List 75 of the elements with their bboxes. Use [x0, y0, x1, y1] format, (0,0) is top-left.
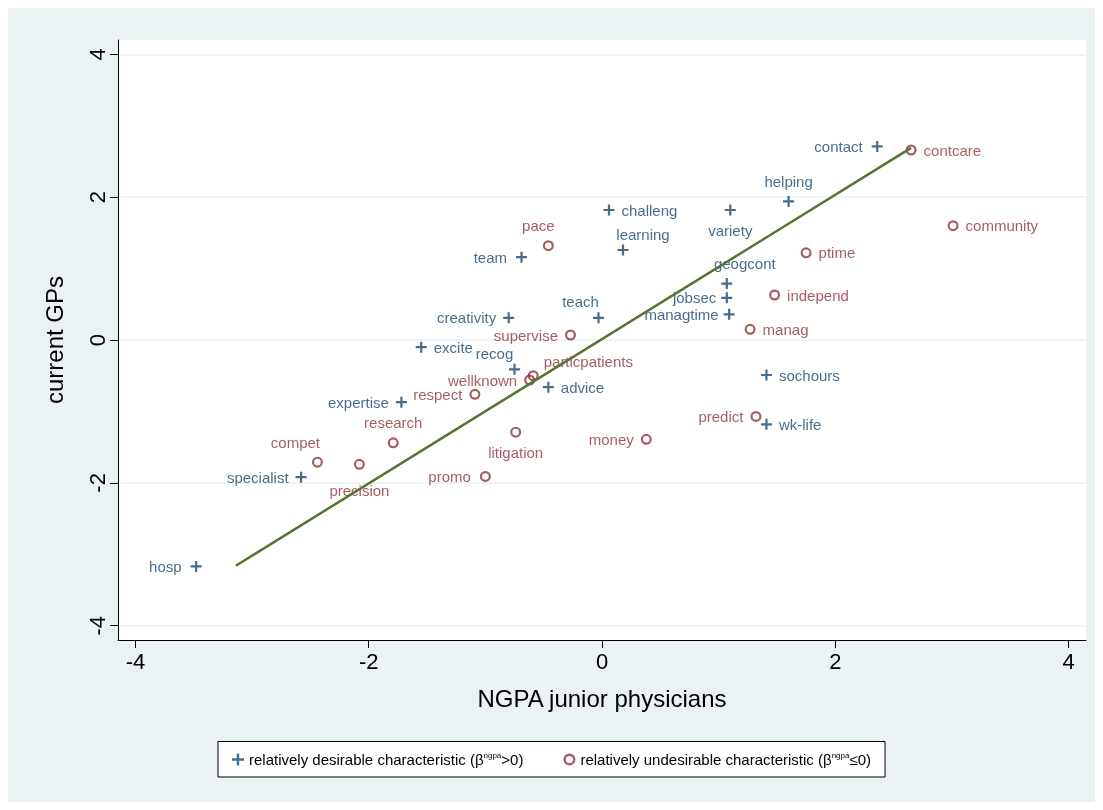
annotation: hosp [149, 557, 182, 575]
point [469, 388, 481, 400]
point [516, 251, 528, 263]
annotation: creativity [437, 309, 497, 327]
annotation: money [588, 430, 635, 448]
x-axis-title: NGPA junior physicians [477, 684, 727, 712]
annotation: teach [562, 293, 599, 311]
annotation: recog [475, 344, 514, 362]
point [744, 323, 756, 335]
point [723, 308, 735, 320]
annotation: litigation [488, 443, 544, 461]
point [617, 244, 629, 256]
annotation: contcare [923, 141, 982, 159]
annotation: excite [433, 338, 473, 356]
point [783, 195, 795, 207]
point [760, 369, 772, 381]
point [750, 410, 762, 422]
point [353, 458, 365, 470]
point [640, 433, 652, 445]
annotation: expertise [328, 393, 389, 411]
annotation: sochours [778, 366, 840, 384]
point [542, 381, 554, 393]
annotation: community [965, 217, 1039, 235]
annotation: jobsec [671, 289, 717, 307]
y-tick-label: 4 [84, 48, 110, 61]
point [800, 247, 812, 259]
annotation: advice [560, 378, 605, 396]
annotation: ptime [818, 244, 856, 262]
point [603, 204, 615, 216]
annotation: pace [522, 217, 555, 235]
point [415, 341, 427, 353]
point [295, 471, 307, 483]
point [510, 426, 522, 438]
point [947, 220, 959, 232]
annotation: research [364, 414, 423, 432]
x-tick-label: 2 [829, 648, 842, 674]
annotation: team [473, 248, 508, 266]
point [721, 278, 733, 290]
point [542, 240, 554, 252]
y-axis-title: current GPs [40, 275, 68, 405]
annotation: helping [764, 172, 813, 190]
annotation: promo [428, 467, 471, 485]
annotation: learning [616, 225, 670, 243]
y-tick-label: -2 [84, 473, 110, 493]
annotation: wk-life [777, 415, 822, 433]
annotation: compet [270, 433, 321, 451]
point [311, 456, 323, 468]
annotation: independ [787, 286, 849, 304]
x-tick-label: -2 [358, 648, 379, 674]
x-tick-label: 0 [595, 648, 609, 674]
point [593, 312, 604, 324]
point [503, 312, 515, 324]
point [871, 140, 883, 152]
point [395, 396, 407, 408]
y-tick-label: 0 [84, 333, 110, 347]
annotation: managtime [644, 305, 719, 323]
x-tick-label: 4 [1062, 648, 1075, 674]
annotation: specialist [226, 468, 290, 486]
annotation: manag [762, 320, 809, 338]
annotation: challeng [621, 201, 678, 219]
point [724, 204, 736, 216]
annotation: predict [698, 407, 745, 425]
point [479, 470, 491, 482]
point [760, 418, 772, 430]
point [769, 289, 781, 301]
annotation: variety [708, 221, 753, 239]
point [509, 363, 521, 375]
x-tick-label: -4 [125, 648, 146, 674]
annotation: contact [814, 137, 864, 155]
point [387, 437, 399, 449]
point [190, 560, 202, 572]
y-tick-label: -4 [84, 615, 110, 636]
annotation: supervise [493, 326, 559, 344]
point [721, 292, 733, 304]
y-tick-label: 2 [84, 191, 110, 204]
